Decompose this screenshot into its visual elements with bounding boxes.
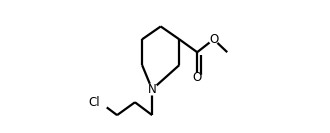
Circle shape [209, 35, 218, 44]
Circle shape [193, 73, 202, 82]
Text: N: N [148, 83, 156, 96]
Circle shape [92, 94, 108, 110]
Text: Cl: Cl [88, 96, 100, 109]
Circle shape [147, 84, 157, 95]
Text: O: O [193, 71, 202, 84]
Text: O: O [209, 33, 218, 46]
